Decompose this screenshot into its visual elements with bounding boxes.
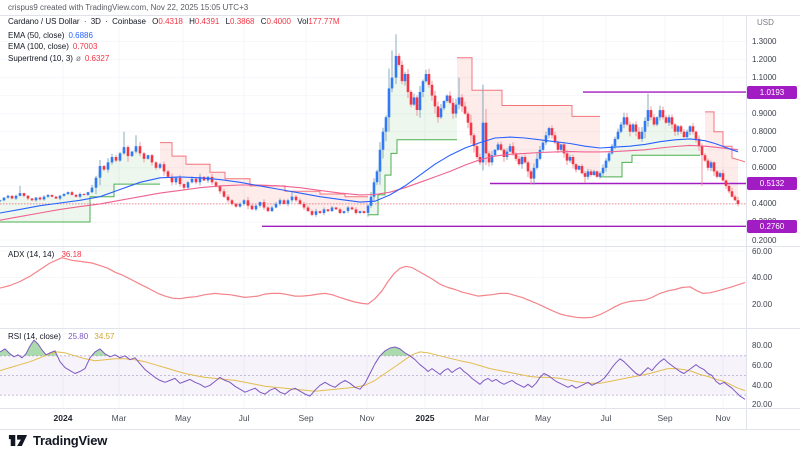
time-tick-label: Nov	[359, 413, 375, 423]
time-tick-label: 2025	[415, 413, 435, 423]
adx-value: 36.18	[61, 250, 82, 259]
rsi-tick-label: 40.00	[752, 380, 773, 390]
rsi-ma-value: 34.57	[94, 332, 115, 341]
legend-separator: ·	[83, 17, 87, 26]
exchange-label: Coinbase	[112, 17, 146, 26]
volume-value: 177.77M	[308, 17, 340, 26]
low-label: L	[225, 17, 231, 26]
time-tick-label: 2024	[53, 413, 73, 423]
low-value: 0.3868	[230, 17, 255, 26]
rsi-value: 25.80	[68, 332, 89, 341]
price-tick-label: 0.6000	[752, 163, 777, 173]
brand-name: TradingView	[33, 433, 108, 448]
main-legend[interactable]: Cardano / US Dollar · 3D · Coinbase O0.4…	[8, 17, 339, 26]
time-tick-label: Mar	[111, 413, 127, 423]
time-tick-label: Nov	[715, 413, 731, 423]
indicator-name: EMA (100, close)	[8, 42, 69, 51]
attribution-text: crispus9 created with TradingView.com, N…	[8, 3, 249, 12]
tradingview-branding[interactable]: TradingView	[8, 433, 107, 448]
high-label: H	[189, 17, 195, 26]
open-value: 0.4318	[158, 17, 183, 26]
rsi-legend[interactable]: RSI (14, close) 25.80 34.57	[8, 332, 114, 341]
price-level-flag[interactable]: 0.5132	[747, 176, 797, 190]
price-tick-label: 0.4000	[752, 199, 777, 209]
indicator-legend-rows: EMA (50, close) 0.6886 EMA (100, close) 0.7…	[8, 28, 109, 63]
price-level-flag[interactable]: 1.0193	[747, 85, 797, 99]
price-tick-label: 1.1000	[752, 73, 777, 83]
adx-tick-label: 40.00	[752, 273, 773, 283]
time-tick-label: Sep	[657, 413, 673, 423]
indicator-value: 0.6886	[68, 30, 93, 40]
indicator-name: EMA (50, close)	[8, 30, 65, 40]
open-label: O	[152, 17, 159, 26]
price-tick-label: 1.2000	[752, 55, 777, 64]
price-tick-label: 0.9000	[752, 109, 777, 119]
tradingview-logo-icon	[8, 435, 28, 446]
interval-label[interactable]: 3D	[90, 17, 101, 26]
legend-indicator-row[interactable]: EMA (100, close) 0.7003	[8, 42, 109, 51]
price-level-flag[interactable]: 0.2760	[747, 219, 797, 233]
volume-label: Vol	[297, 17, 309, 26]
price-tick-label: 1.3000	[752, 36, 777, 46]
symbol-title[interactable]: Cardano / US Dollar	[8, 17, 80, 26]
adx-tick-label: 20.00	[752, 299, 773, 309]
legend-indicator-row[interactable]: Supertrend (10, 3) ø 0.6327	[8, 54, 109, 63]
legend-indicator-row[interactable]: EMA (50, close) 0.6886	[8, 31, 109, 40]
adx-tick-label: 60.00	[752, 246, 773, 256]
time-tick-label: Mar	[474, 413, 490, 423]
rsi-tick-label: 80.00	[752, 341, 773, 351]
rsi-tick-label: 20.00	[752, 400, 773, 410]
price-tick-label: 0.2000	[752, 235, 777, 245]
time-tick-label: Sep	[298, 413, 314, 423]
legend-separator: ·	[105, 17, 108, 26]
rsi-tick-label: 60.00	[752, 361, 773, 371]
indicator-value: 0.6327	[84, 53, 110, 63]
rsi-title: RSI (14, close)	[8, 332, 61, 341]
time-tick-label: May	[174, 413, 192, 423]
time-tick-label: May	[534, 413, 552, 423]
indicator-name: Supertrend (10, 3)	[8, 53, 73, 63]
adx-title: ADX (14, 14)	[8, 250, 55, 259]
currency-label[interactable]: USD	[757, 18, 774, 27]
high-value: 0.4391	[194, 17, 220, 26]
price-tick-label: 0.7000	[752, 145, 777, 155]
time-tick-label: Jul	[600, 413, 612, 423]
indicator-prefix: ø	[75, 53, 81, 63]
price-tick-label: 0.8000	[752, 127, 777, 137]
time-tick-label: Jul	[238, 413, 250, 423]
adx-legend[interactable]: ADX (14, 14) 36.18	[8, 250, 82, 259]
close-value: 0.4000	[266, 17, 291, 26]
indicator-value: 0.7003	[72, 42, 98, 51]
close-label: C	[260, 17, 267, 26]
